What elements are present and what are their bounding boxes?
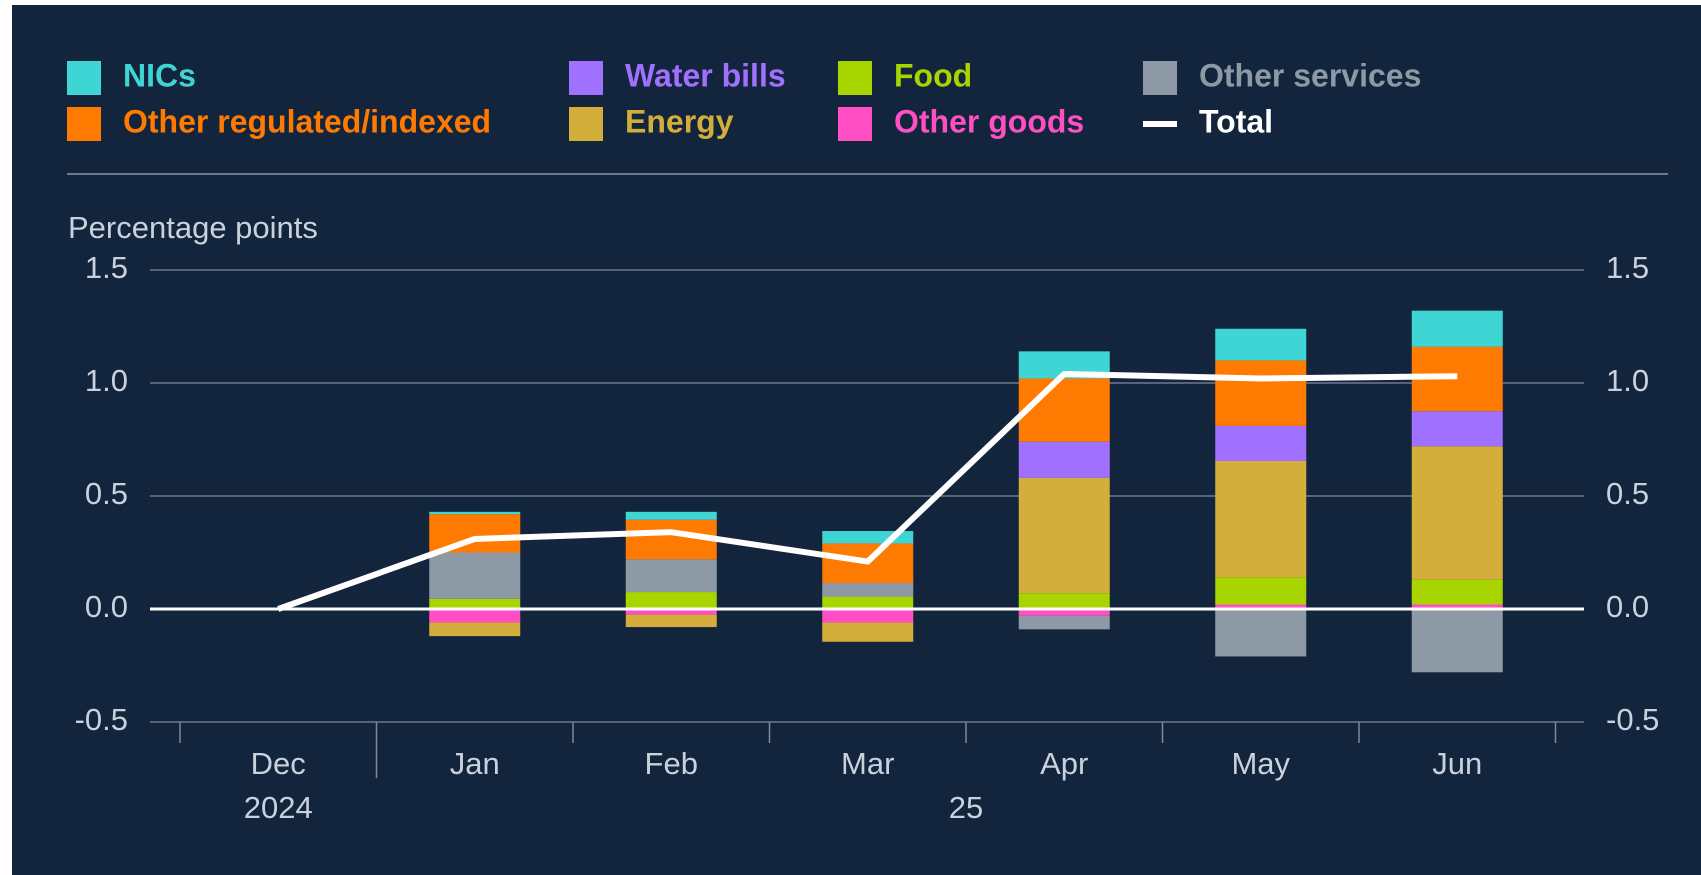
bar-segment (1411, 411, 1503, 447)
bar-segment (822, 609, 914, 623)
bar-segment (1215, 609, 1307, 657)
y2-tick-label: 1.0 (1606, 363, 1649, 398)
bar-segment (429, 514, 521, 553)
legend-label: Total (1199, 103, 1273, 139)
total-line (277, 370, 1458, 612)
bar-segment (1215, 425, 1307, 461)
bar-segment (1018, 378, 1110, 442)
x-tick-label: Feb (645, 746, 698, 781)
bar-segment (1018, 609, 1110, 616)
legend-swatch (838, 61, 872, 95)
y-tick-label: -0.5 (75, 702, 128, 737)
bar-segment (822, 622, 914, 642)
year-label: 2024 (244, 790, 313, 825)
legend-label: Other goods (894, 103, 1084, 139)
y-tick-label: 1.5 (85, 250, 128, 285)
bar-segment (1018, 593, 1110, 609)
bar-segment (1215, 577, 1307, 605)
legend-swatch (569, 61, 603, 95)
bar-segment (1215, 460, 1307, 578)
legend-swatch (67, 61, 101, 95)
bar-segment (1411, 604, 1503, 609)
bar-segment (429, 598, 521, 609)
bar-segment (1411, 310, 1503, 347)
legend-label: Energy (625, 103, 734, 139)
y-tick-label: 0.0 (85, 589, 128, 624)
x-tick-label: Mar (841, 746, 894, 781)
bar-segment (1215, 328, 1307, 361)
year-label: 25 (949, 790, 983, 825)
bar-segment (1411, 579, 1503, 605)
bar-segment (1018, 477, 1110, 594)
legend-swatch (569, 107, 603, 141)
bar-segment (1018, 441, 1110, 478)
legend-swatch (1143, 61, 1177, 95)
bar-segment (429, 511, 521, 515)
bar-segment (625, 609, 717, 615)
x-tick-label: May (1231, 746, 1290, 781)
bar-segment (625, 559, 717, 593)
x-tick-label: Apr (1040, 746, 1088, 781)
legend-label: Other services (1199, 57, 1421, 93)
bar-segment (625, 592, 717, 609)
bar-segment (1215, 360, 1307, 426)
bar-segment (822, 596, 914, 609)
bar-segment (1411, 609, 1503, 673)
y2-tick-label: 1.5 (1606, 250, 1649, 285)
legend-label: NICs (123, 57, 196, 93)
x-tick-label: Dec (251, 746, 306, 781)
legend-label: Food (894, 57, 972, 93)
bar-segment (429, 609, 521, 623)
bar-segment (625, 614, 717, 628)
y-tick-label: 0.5 (85, 476, 128, 511)
bar-segment (1411, 446, 1503, 580)
y2-tick-label: -0.5 (1606, 702, 1659, 737)
legend-label: Water bills (625, 57, 786, 93)
legend-swatch (838, 107, 872, 141)
legend-label: Other regulated/indexed (123, 103, 491, 139)
y2-tick-label: 0.0 (1606, 589, 1649, 624)
x-tick-label: Jun (1432, 746, 1482, 781)
x-tick-label: Jan (450, 746, 500, 781)
bar-segment (625, 511, 717, 520)
axis-label: Percentage points (68, 210, 318, 245)
y2-tick-label: 0.5 (1606, 476, 1649, 511)
bar-segment (822, 583, 914, 597)
legend-swatch (1143, 121, 1177, 127)
bar-segment (429, 552, 521, 599)
legend-swatch (67, 107, 101, 141)
y-tick-label: 1.0 (85, 363, 128, 398)
bar-segment (1215, 604, 1307, 609)
bar-segment (1018, 615, 1110, 630)
bar-segment (429, 622, 521, 637)
